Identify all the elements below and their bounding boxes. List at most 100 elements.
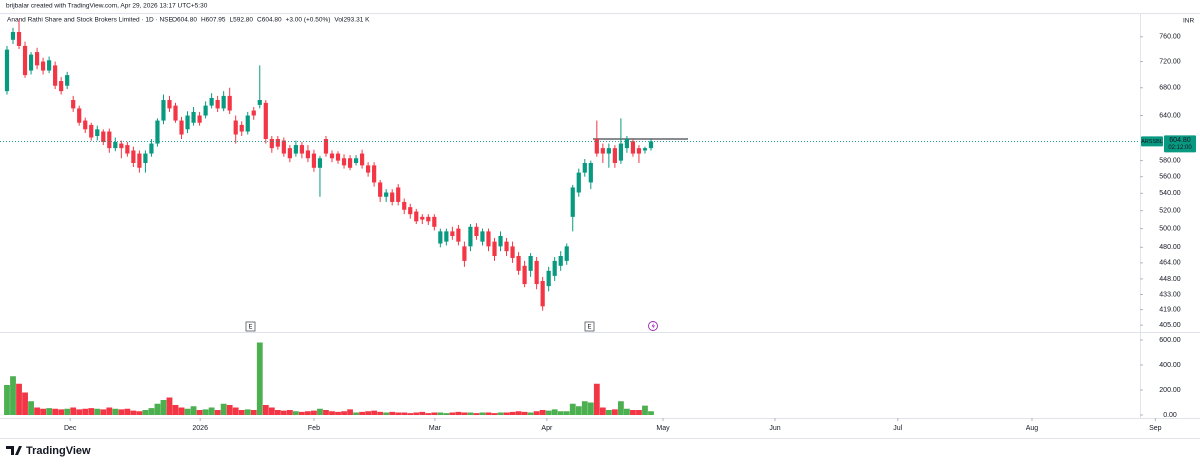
y2-tick-label: 400.00 <box>1159 362 1181 369</box>
legend-value: Vol293.31 K <box>334 17 370 24</box>
volume-bar <box>533 411 540 415</box>
candle-body <box>642 148 648 151</box>
candle-body <box>444 231 449 242</box>
candle-body <box>456 228 461 242</box>
candle-body <box>47 60 52 71</box>
candle-body <box>480 231 485 242</box>
candle-body <box>167 100 172 109</box>
volume-bar <box>100 409 107 415</box>
volume-bar <box>473 413 480 415</box>
volume-bar <box>190 406 197 415</box>
candle-body <box>618 143 623 161</box>
volume-bar <box>323 410 329 415</box>
volume-bar <box>624 408 630 415</box>
candle-body <box>323 139 329 154</box>
volume-bar <box>220 403 227 415</box>
footer-logo: TradingView <box>6 445 91 457</box>
x-tick-label: Apr <box>541 425 553 432</box>
volume-bar <box>491 413 498 415</box>
currency: INR <box>1183 18 1195 25</box>
volume-bar <box>611 409 618 415</box>
candle-body <box>576 172 581 193</box>
candle-body <box>83 120 88 130</box>
marker-icon <box>651 322 655 330</box>
countdown-label: 02:12:00 <box>1168 145 1192 151</box>
price-tag <box>1164 135 1196 153</box>
x-tick-label: Feb <box>308 425 320 432</box>
candle-body <box>119 143 124 149</box>
y-tick-label: 720.00 <box>1159 58 1181 65</box>
legend-value: +3.00 (+0.50%) <box>286 17 331 24</box>
volume-bar <box>377 411 384 415</box>
volume-bar <box>347 409 353 415</box>
candle-body <box>101 131 106 143</box>
volume-bar <box>184 408 191 415</box>
candle-body <box>372 165 377 183</box>
volume-bar <box>509 411 516 415</box>
volume-bar <box>106 407 113 415</box>
candle-body <box>600 148 605 154</box>
candle-body <box>606 148 611 154</box>
volume-bar <box>262 405 269 415</box>
symbol-tag <box>1141 136 1163 147</box>
candle-body <box>137 153 142 168</box>
candle-body <box>353 158 359 163</box>
candle-body <box>498 236 503 247</box>
volume-bar <box>286 410 293 415</box>
candle-body <box>71 100 76 109</box>
volume-bar <box>160 400 167 415</box>
volume-bar <box>479 412 486 415</box>
volume-bar <box>575 406 582 415</box>
candle-body <box>4 49 10 92</box>
candle-body <box>426 216 431 222</box>
candle-body <box>347 158 353 168</box>
candle-body <box>239 124 244 132</box>
volume-bar <box>551 409 558 415</box>
candle-body <box>414 211 419 222</box>
candle-body <box>468 226 473 247</box>
candle-body <box>107 131 112 149</box>
legend-value: O604.80 <box>172 17 197 24</box>
chart-title: Anand Rathi Share and Stock Brokers Limi… <box>7 17 173 24</box>
volume-bar <box>118 409 125 415</box>
x-tick-label: Jul <box>893 425 902 432</box>
candle-body <box>281 140 286 154</box>
candle-body <box>366 165 371 173</box>
x-tick-label: Jun <box>769 425 780 432</box>
volume-bar <box>593 383 600 415</box>
volume-bar <box>317 408 323 415</box>
volume-bar <box>437 412 444 415</box>
candle-body <box>474 226 479 237</box>
volume-bar <box>244 409 251 415</box>
x-tick-label: Mar <box>429 425 442 432</box>
y-tick-label: 433.00 <box>1159 291 1181 298</box>
volume-bar <box>371 410 378 415</box>
candle-body <box>378 182 383 197</box>
x-tick-label: May <box>656 425 670 432</box>
candle-body <box>492 241 497 256</box>
candle-body <box>269 139 274 149</box>
candle-body <box>630 141 636 154</box>
candle-body <box>311 153 317 168</box>
volume-bar <box>443 413 450 415</box>
volume-bar <box>599 407 606 415</box>
y2-tick-label: 200.00 <box>1159 387 1181 394</box>
candle-body <box>305 150 311 159</box>
candle-body <box>335 153 341 161</box>
price-tag-label: 604.80 <box>1169 137 1191 144</box>
candle-body <box>155 120 160 144</box>
x-tick-label: Aug <box>1026 425 1039 432</box>
volume-bar <box>431 412 438 415</box>
candle-body <box>53 65 58 86</box>
candle-body <box>89 124 94 138</box>
volume-bar <box>497 412 504 415</box>
candle-body <box>546 270 551 287</box>
volume-bar <box>419 411 426 415</box>
candle-body <box>59 81 64 92</box>
volume-bar <box>148 408 155 415</box>
earnings-marker: E <box>245 321 256 332</box>
volume-bar <box>335 411 341 415</box>
candle-body <box>552 260 557 276</box>
